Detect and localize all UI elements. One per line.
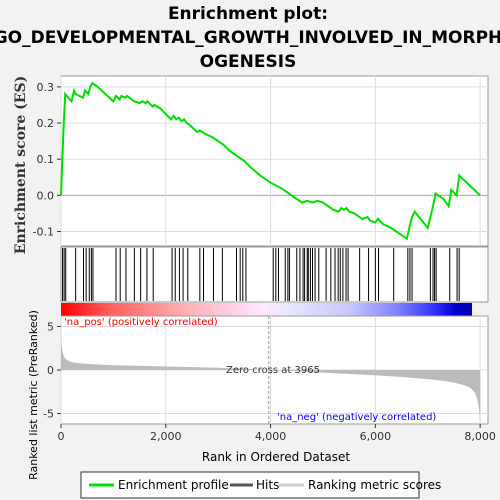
- es-y-tick-label: 0.2: [37, 117, 55, 130]
- pos-correlated-label: 'na_pos' (positively correlated): [64, 317, 218, 328]
- x-axis-ticks: 0 2,000 4,000 6,000 8,000: [58, 424, 496, 443]
- legend-label-hits: Hits: [256, 478, 279, 492]
- x-tick-label: 2,000: [150, 430, 182, 443]
- es-y-ticks: 0.3 0.2 0.1 0.0 -0.1: [33, 81, 61, 239]
- legend-label-enrichment-profile: Enrichment profile: [118, 478, 229, 492]
- legend: Enrichment profile Hits Ranking metric s…: [80, 471, 441, 499]
- x-tick-label: 6,000: [360, 430, 392, 443]
- metric-y-ticks: 5 0 -5: [43, 320, 61, 421]
- zero-cross-label: Zero cross at 3965: [226, 365, 320, 376]
- ranking-metric-area: [61, 326, 481, 423]
- neg-correlated-label: 'na_neg' (negatively correlated): [277, 412, 436, 423]
- x-tick-label: 0: [58, 430, 65, 443]
- hits-panel: [60, 246, 489, 303]
- es-y-tick-label: 0.1: [37, 153, 55, 166]
- legend-label-ranking-metric-scores: Ranking metric scores: [308, 478, 441, 492]
- metric-y-tick-label: 5: [47, 320, 54, 333]
- es-y-axis-label: Enrichment score (ES): [13, 76, 29, 254]
- metric-y-axis-label: Ranked list metric (PreRanked): [27, 310, 40, 480]
- es-y-tick-label: 0.3: [37, 81, 55, 94]
- metric-y-tick-label: 0: [47, 364, 54, 377]
- es-grid: [60, 76, 488, 246]
- hit-marks: [62, 248, 460, 301]
- x-tick-label: 8,000: [464, 430, 496, 443]
- x-axis-label: Rank in Ordered Dataset: [202, 450, 350, 464]
- es-y-tick-label: 0.0: [37, 189, 55, 202]
- plot-title-line-3: OGENESIS: [200, 52, 297, 72]
- x-tick-label: 4,000: [255, 430, 287, 443]
- plot-title-line-2: GO_DEVELOPMENTAL_GROWTH_INVOLVED_IN_MORP…: [0, 28, 500, 48]
- es-profile-line: [60, 81, 481, 241]
- metric-y-tick-label: -5: [43, 408, 54, 421]
- rank-color-bar: [61, 303, 488, 316]
- plot-title-line-1: Enrichment plot:: [168, 4, 328, 24]
- es-panel: [60, 75, 489, 247]
- es-y-tick-label: -0.1: [33, 226, 54, 239]
